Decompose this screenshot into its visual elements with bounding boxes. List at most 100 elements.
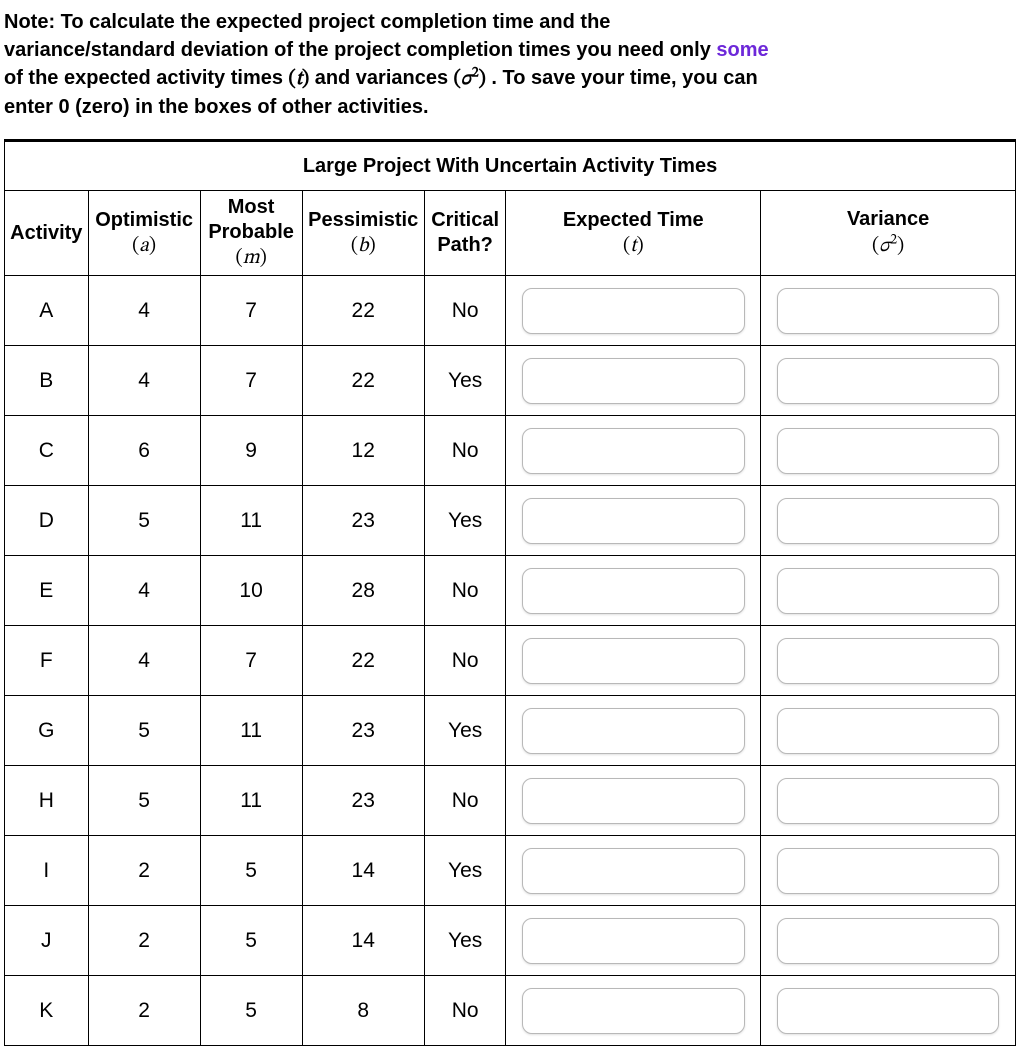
cell-activity: G — [5, 696, 89, 766]
note-sigma-expr: (σ2) — [454, 69, 486, 89]
cell-most-probable: 7 — [200, 276, 302, 346]
cell-critical-path: No — [424, 556, 506, 626]
note-line-3a: of the expected activity times — [4, 67, 289, 89]
expected-time-input[interactable] — [522, 848, 744, 894]
cell-most-probable: 11 — [200, 696, 302, 766]
cell-activity: J — [5, 906, 89, 976]
expected-time-input[interactable] — [522, 568, 744, 614]
cell-pessimistic: 23 — [302, 766, 424, 836]
cell-critical-path: No — [424, 276, 506, 346]
cell-pessimistic: 28 — [302, 556, 424, 626]
cell-critical-path: No — [424, 976, 506, 1046]
cell-expected-time — [506, 486, 761, 556]
cell-optimistic: 4 — [88, 346, 200, 416]
cell-pessimistic: 23 — [302, 696, 424, 766]
expected-time-input[interactable] — [522, 288, 744, 334]
cell-expected-time — [506, 766, 761, 836]
note-line-4: enter 0 (zero) in the boxes of other act… — [4, 96, 429, 118]
cell-pessimistic: 8 — [302, 976, 424, 1046]
variance-input[interactable] — [777, 428, 999, 474]
cell-optimistic: 4 — [88, 276, 200, 346]
table-row: A4722No — [5, 276, 1016, 346]
note-some: some — [716, 39, 768, 61]
instruction-note: Note: To calculate the expected project … — [4, 8, 1016, 121]
cell-pessimistic: 22 — [302, 276, 424, 346]
expected-time-input[interactable] — [522, 428, 744, 474]
expected-time-input[interactable] — [522, 918, 744, 964]
note-line-3b: and variances — [309, 67, 454, 89]
table-row: K258No — [5, 976, 1016, 1046]
cell-critical-path: Yes — [424, 696, 506, 766]
cell-pessimistic: 22 — [302, 626, 424, 696]
table-body: A4722NoB4722YesC6912NoD51123YesE41028NoF… — [5, 276, 1016, 1046]
variance-input[interactable] — [777, 848, 999, 894]
cell-variance — [761, 836, 1016, 906]
table-row: B4722Yes — [5, 346, 1016, 416]
expected-time-input[interactable] — [522, 638, 744, 684]
cell-most-probable: 5 — [200, 836, 302, 906]
hdr-optimistic: Optimistic (a) — [88, 191, 200, 276]
cell-pessimistic: 12 — [302, 416, 424, 486]
cell-activity: F — [5, 626, 89, 696]
cell-variance — [761, 626, 1016, 696]
cell-critical-path: Yes — [424, 836, 506, 906]
table-row: G51123Yes — [5, 696, 1016, 766]
cell-expected-time — [506, 416, 761, 486]
variance-input[interactable] — [777, 568, 999, 614]
cell-expected-time — [506, 906, 761, 976]
cell-critical-path: Yes — [424, 906, 506, 976]
cell-variance — [761, 486, 1016, 556]
cell-variance — [761, 416, 1016, 486]
cell-most-probable: 7 — [200, 626, 302, 696]
note-line-3c: . To save your time, you can — [486, 67, 758, 89]
cell-activity: C — [5, 416, 89, 486]
hdr-critical-path: Critical Path? — [424, 191, 506, 276]
cell-most-probable: 11 — [200, 486, 302, 556]
note-line-1: Note: To calculate the expected project … — [4, 11, 610, 33]
table-row: C6912No — [5, 416, 1016, 486]
variance-input[interactable] — [777, 918, 999, 964]
cell-activity: D — [5, 486, 89, 556]
cell-pessimistic: 14 — [302, 836, 424, 906]
cell-activity: E — [5, 556, 89, 626]
cell-optimistic: 5 — [88, 766, 200, 836]
cell-variance — [761, 696, 1016, 766]
variance-input[interactable] — [777, 498, 999, 544]
cell-optimistic: 2 — [88, 836, 200, 906]
cell-critical-path: Yes — [424, 486, 506, 556]
cell-pessimistic: 14 — [302, 906, 424, 976]
table-row: F4722No — [5, 626, 1016, 696]
cell-expected-time — [506, 626, 761, 696]
cell-activity: H — [5, 766, 89, 836]
cell-most-probable: 5 — [200, 906, 302, 976]
expected-time-input[interactable] — [522, 358, 744, 404]
cell-most-probable: 10 — [200, 556, 302, 626]
cell-most-probable: 9 — [200, 416, 302, 486]
cell-most-probable: 11 — [200, 766, 302, 836]
expected-time-input[interactable] — [522, 708, 744, 754]
cell-variance — [761, 766, 1016, 836]
cell-expected-time — [506, 346, 761, 416]
hdr-activity: Activity — [5, 191, 89, 276]
note-t-expr: (t) — [289, 69, 310, 89]
cell-optimistic: 4 — [88, 556, 200, 626]
variance-input[interactable] — [777, 708, 999, 754]
cell-optimistic: 4 — [88, 626, 200, 696]
cell-expected-time — [506, 696, 761, 766]
variance-input[interactable] — [777, 638, 999, 684]
expected-time-input[interactable] — [522, 498, 744, 544]
hdr-pessimistic: Pessimistic (b) — [302, 191, 424, 276]
cell-critical-path: No — [424, 416, 506, 486]
cell-variance — [761, 976, 1016, 1046]
variance-input[interactable] — [777, 988, 999, 1034]
expected-time-input[interactable] — [522, 988, 744, 1034]
expected-time-input[interactable] — [522, 778, 744, 824]
cell-activity: A — [5, 276, 89, 346]
table-row: E41028No — [5, 556, 1016, 626]
variance-input[interactable] — [777, 288, 999, 334]
cell-critical-path: No — [424, 766, 506, 836]
cell-optimistic: 2 — [88, 976, 200, 1046]
variance-input[interactable] — [777, 778, 999, 824]
table-row: D51123Yes — [5, 486, 1016, 556]
variance-input[interactable] — [777, 358, 999, 404]
